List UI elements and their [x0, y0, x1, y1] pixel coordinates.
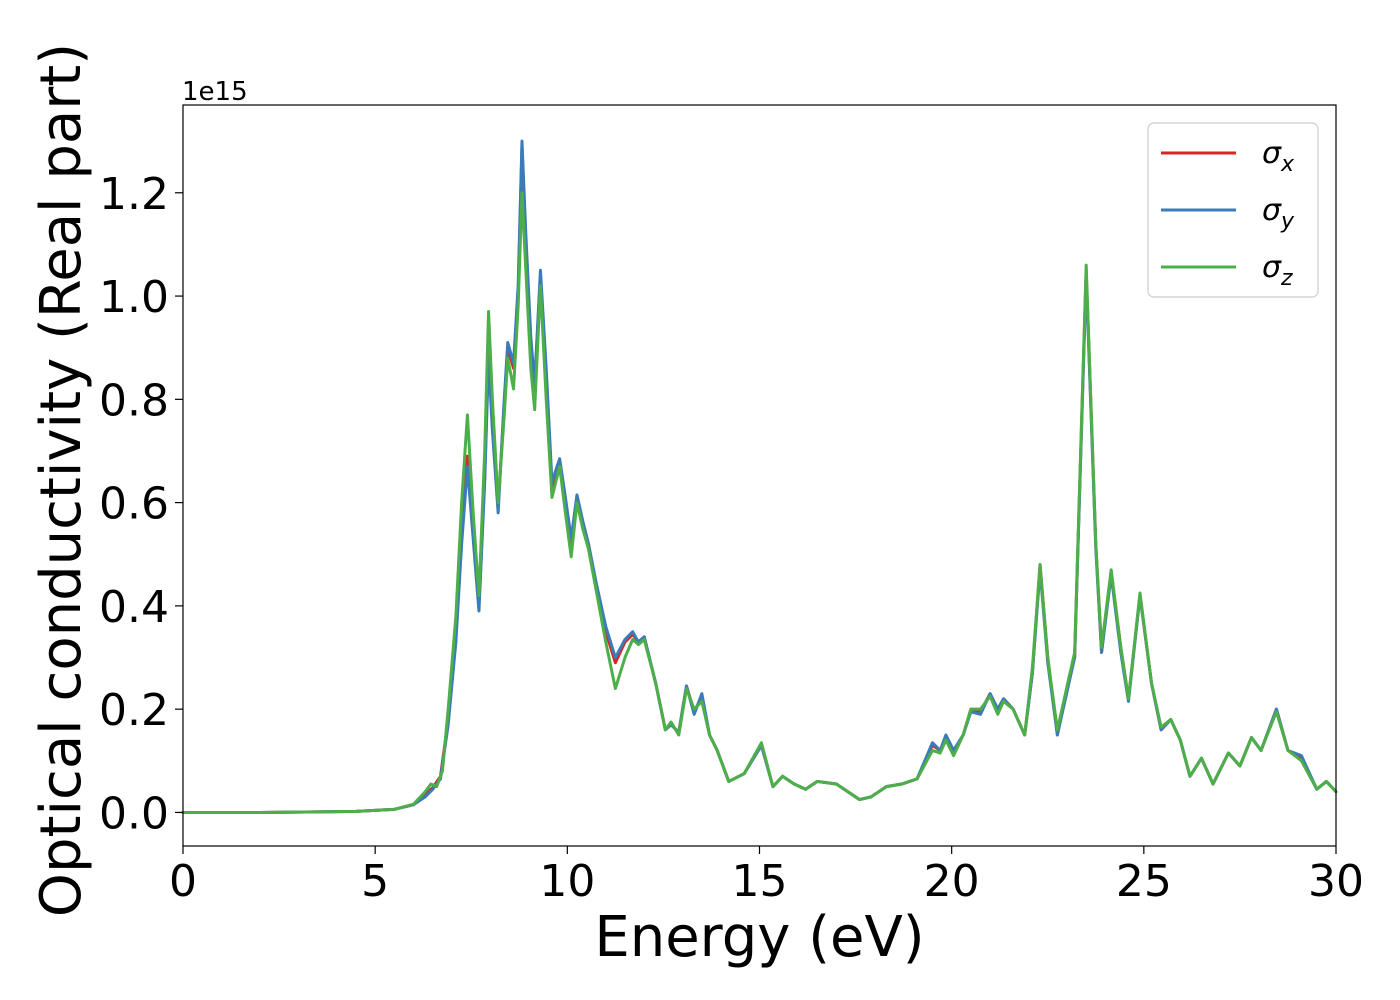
x-tick-label: 25 [1116, 856, 1172, 907]
series-line-z [181, 191, 1338, 814]
y-tick-label: 0.0 [99, 788, 169, 839]
y-tick-label: 1.0 [99, 272, 169, 323]
y-offset-label: 1e15 [182, 77, 248, 107]
y-tick-label: 1.2 [99, 169, 169, 220]
x-axis: 0 5 10 15 20 25 30 [169, 846, 1364, 907]
x-tick-label: 30 [1308, 856, 1364, 907]
y-axis-label: Optical conductivity (Real part) [29, 43, 94, 917]
legend-label-z: σz [1262, 250, 1293, 291]
y-tick-label: 0.8 [99, 375, 169, 426]
y-tick-label: 0.6 [99, 479, 169, 530]
legend-label-x: σx [1262, 136, 1295, 177]
y-tick-label: 0.2 [99, 685, 169, 736]
x-axis-label: Energy (eV) [594, 905, 924, 970]
legend: σx σy σz [1147, 122, 1319, 298]
x-tick-label: 5 [361, 856, 389, 907]
y-axis: 0.0 0.2 0.4 0.6 0.8 1.0 1.2 [99, 169, 183, 839]
x-tick-label: 20 [924, 856, 980, 907]
legend-label-y: σy [1262, 193, 1295, 234]
series-layer [181, 139, 1338, 814]
x-tick-label: 10 [539, 856, 595, 907]
y-tick-label: 0.4 [99, 582, 169, 633]
x-tick-label: 0 [169, 856, 197, 907]
x-tick-label: 15 [732, 856, 788, 907]
